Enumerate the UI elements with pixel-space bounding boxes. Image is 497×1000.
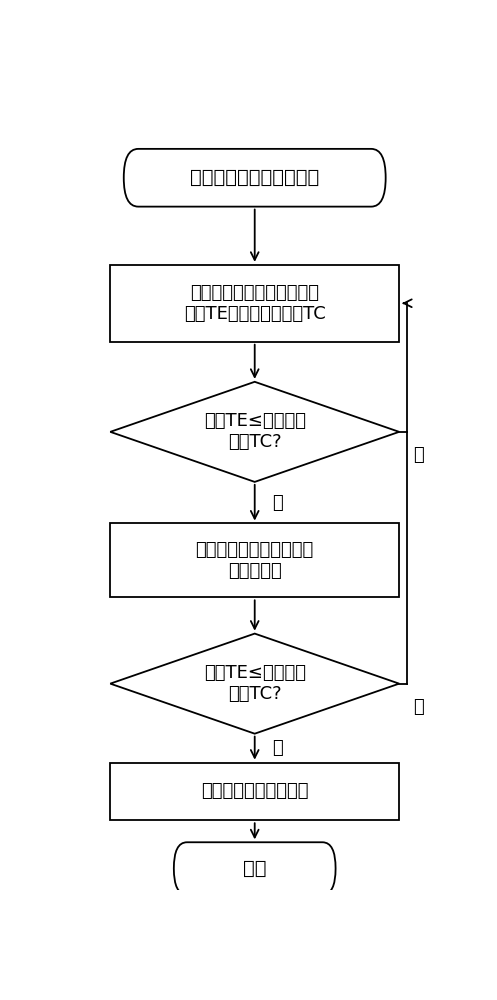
Text: 排温TE≤后处理器
床温TC?: 排温TE≤后处理器 床温TC? [204,664,306,703]
Text: 否: 否 [413,698,424,716]
Text: 是: 是 [272,494,283,512]
FancyBboxPatch shape [174,842,335,895]
Text: 启动温度调节系统并调整
至最大能力: 启动温度调节系统并调整 至最大能力 [196,541,314,580]
Polygon shape [110,382,399,482]
FancyBboxPatch shape [110,523,399,597]
Text: 是: 是 [272,739,283,757]
Polygon shape [110,634,399,734]
Text: 排温TE≤后处理器
床温TC?: 排温TE≤后处理器 床温TC? [204,412,306,451]
Text: 结束: 结束 [243,859,266,878]
Text: 启动其他温度调节方式: 启动其他温度调节方式 [201,782,309,800]
FancyBboxPatch shape [110,763,399,820]
Text: 车辆处于催化器加热状态: 车辆处于催化器加热状态 [190,168,320,187]
Text: 否: 否 [413,446,424,464]
FancyBboxPatch shape [110,265,399,342]
FancyBboxPatch shape [124,149,386,207]
Text: 监测发动机运行状态、排气
温度TE及后处理器床温TC: 监测发动机运行状态、排气 温度TE及后处理器床温TC [184,284,326,323]
